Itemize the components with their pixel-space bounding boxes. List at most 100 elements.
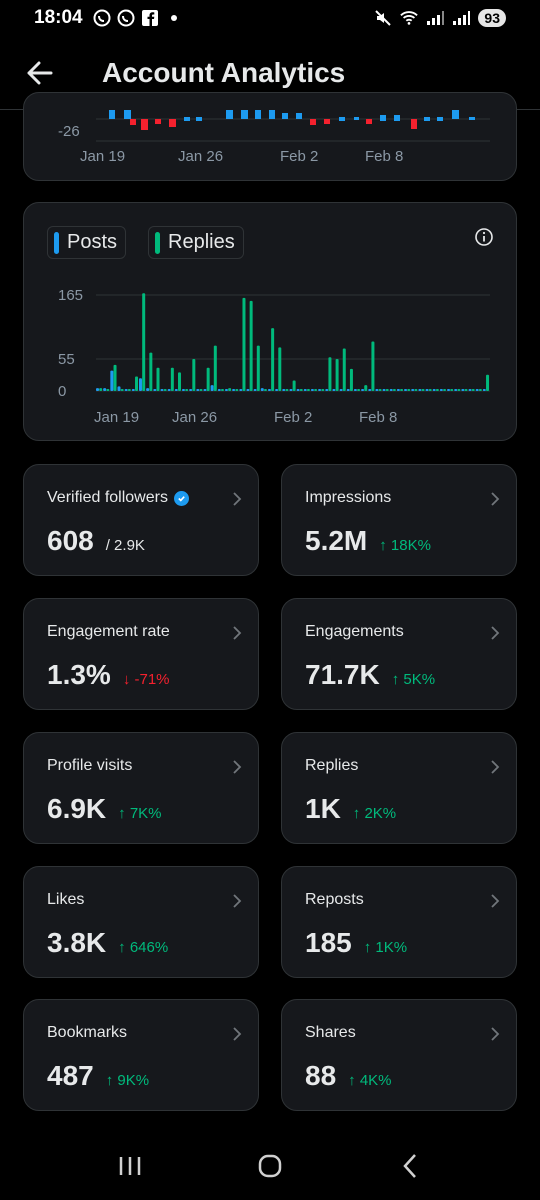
posts-bar[interactable] bbox=[404, 389, 408, 391]
replies-bar[interactable] bbox=[235, 389, 239, 391]
metric-card[interactable]: Profile visits 6.9K ↑ 7K% bbox=[23, 732, 259, 844]
posts-bar[interactable] bbox=[296, 389, 300, 391]
replies-bar[interactable] bbox=[314, 389, 318, 391]
metric-card[interactable]: Likes 3.8K ↑ 646% bbox=[23, 866, 259, 978]
posts-bar[interactable] bbox=[461, 389, 465, 391]
replies-bar[interactable] bbox=[342, 348, 346, 391]
back-button[interactable] bbox=[10, 43, 70, 103]
posts-bar[interactable] bbox=[454, 389, 458, 391]
replies-bar[interactable] bbox=[421, 389, 425, 391]
posts-bar[interactable] bbox=[246, 389, 250, 391]
replies-bar[interactable] bbox=[185, 389, 189, 391]
replies-bar[interactable] bbox=[263, 389, 267, 391]
posts-bar[interactable] bbox=[361, 389, 365, 391]
posts-bar[interactable] bbox=[382, 389, 386, 391]
replies-bar[interactable] bbox=[471, 389, 475, 391]
posts-bar[interactable] bbox=[167, 389, 171, 391]
replies-bar[interactable] bbox=[486, 374, 490, 391]
metric-card[interactable]: Reposts 185 ↑ 1K% bbox=[281, 866, 517, 978]
replies-bar[interactable] bbox=[457, 389, 461, 391]
replies-bar[interactable] bbox=[292, 380, 296, 391]
replies-bar[interactable] bbox=[228, 388, 232, 391]
replies-bar[interactable] bbox=[249, 300, 253, 391]
posts-bar[interactable] bbox=[432, 389, 436, 391]
replies-bar[interactable] bbox=[120, 389, 124, 391]
posts-bar[interactable] bbox=[375, 389, 379, 391]
posts-bar[interactable] bbox=[189, 389, 193, 391]
replies-bar[interactable] bbox=[106, 389, 110, 391]
replies-bar[interactable] bbox=[113, 364, 117, 391]
posts-bar[interactable] bbox=[174, 389, 178, 391]
posts-bar[interactable] bbox=[339, 389, 343, 391]
replies-bar[interactable] bbox=[385, 389, 389, 391]
posts-bar[interactable] bbox=[411, 389, 415, 391]
posts-bar[interactable] bbox=[117, 386, 121, 391]
metric-card[interactable]: Replies 1K ↑ 2K% bbox=[281, 732, 517, 844]
posts-bar[interactable] bbox=[310, 389, 314, 391]
replies-bar[interactable] bbox=[464, 389, 468, 391]
posts-bar[interactable] bbox=[325, 389, 329, 391]
posts-bar[interactable] bbox=[368, 389, 372, 391]
metric-card[interactable]: Engagements 71.7K ↑ 5K% bbox=[281, 598, 517, 710]
posts-bar[interactable] bbox=[353, 389, 357, 391]
posts-bar[interactable] bbox=[210, 385, 214, 391]
replies-bar[interactable] bbox=[278, 347, 282, 391]
replies-bar[interactable] bbox=[306, 389, 310, 391]
replies-bar[interactable] bbox=[156, 367, 160, 391]
posts-bar[interactable] bbox=[346, 389, 350, 391]
home-button[interactable] bbox=[240, 1141, 300, 1191]
posts-bar[interactable] bbox=[181, 389, 185, 391]
replies-bar[interactable] bbox=[178, 372, 181, 391]
replies-bar[interactable] bbox=[256, 345, 260, 391]
posts-bar[interactable] bbox=[389, 389, 393, 391]
posts-bar[interactable] bbox=[203, 389, 207, 391]
replies-bar[interactable] bbox=[285, 389, 289, 391]
replies-bar[interactable] bbox=[371, 341, 375, 391]
replies-bar[interactable] bbox=[199, 389, 203, 391]
replies-bar[interactable] bbox=[414, 389, 418, 391]
posts-bar[interactable] bbox=[253, 389, 257, 391]
replies-bar[interactable] bbox=[407, 389, 411, 391]
replies-bar[interactable] bbox=[142, 293, 146, 391]
metric-card[interactable]: Verified followers 608 / 2.9K bbox=[23, 464, 259, 576]
posts-bar[interactable] bbox=[217, 389, 221, 391]
posts-bar[interactable] bbox=[103, 388, 107, 391]
posts-bar[interactable] bbox=[224, 389, 228, 391]
posts-bar[interactable] bbox=[439, 389, 443, 391]
posts-bar[interactable] bbox=[282, 389, 286, 391]
posts-bar[interactable] bbox=[96, 388, 99, 391]
posts-bar[interactable] bbox=[146, 388, 150, 391]
posts-bar[interactable] bbox=[239, 389, 243, 391]
posts-bar[interactable] bbox=[396, 389, 400, 391]
posts-bar[interactable] bbox=[110, 370, 114, 391]
replies-bar[interactable] bbox=[242, 297, 246, 391]
posts-bar[interactable] bbox=[153, 389, 157, 391]
info-icon[interactable] bbox=[474, 227, 494, 247]
metric-card[interactable]: Bookmarks 487 ↑ 9K% bbox=[23, 999, 259, 1111]
replies-bar[interactable] bbox=[135, 376, 139, 391]
posts-bar[interactable] bbox=[289, 389, 293, 391]
replies-bar[interactable] bbox=[271, 328, 275, 391]
legend-posts[interactable]: Posts bbox=[47, 226, 127, 259]
replies-bar[interactable] bbox=[478, 389, 482, 391]
replies-bar[interactable] bbox=[321, 389, 325, 391]
replies-bar[interactable] bbox=[163, 389, 167, 391]
posts-bar[interactable] bbox=[447, 389, 451, 391]
replies-bar[interactable] bbox=[328, 357, 332, 391]
posts-bar[interactable] bbox=[160, 389, 164, 391]
replies-bar[interactable] bbox=[450, 389, 454, 391]
metric-card[interactable]: Engagement rate 1.3% ↓ -71% bbox=[23, 598, 259, 710]
replies-bar[interactable] bbox=[206, 367, 210, 391]
replies-bar[interactable] bbox=[213, 345, 217, 391]
posts-bar[interactable] bbox=[138, 378, 142, 391]
replies-bar[interactable] bbox=[99, 388, 103, 391]
replies-bar[interactable] bbox=[127, 389, 131, 391]
recent-apps-button[interactable] bbox=[100, 1141, 160, 1191]
replies-bar[interactable] bbox=[149, 352, 153, 391]
replies-bar[interactable] bbox=[170, 367, 174, 391]
posts-bar[interactable] bbox=[418, 389, 422, 391]
replies-bar[interactable] bbox=[299, 389, 303, 391]
posts-bar[interactable] bbox=[131, 389, 135, 391]
replies-bar[interactable] bbox=[220, 389, 224, 391]
posts-bar[interactable] bbox=[332, 389, 336, 391]
